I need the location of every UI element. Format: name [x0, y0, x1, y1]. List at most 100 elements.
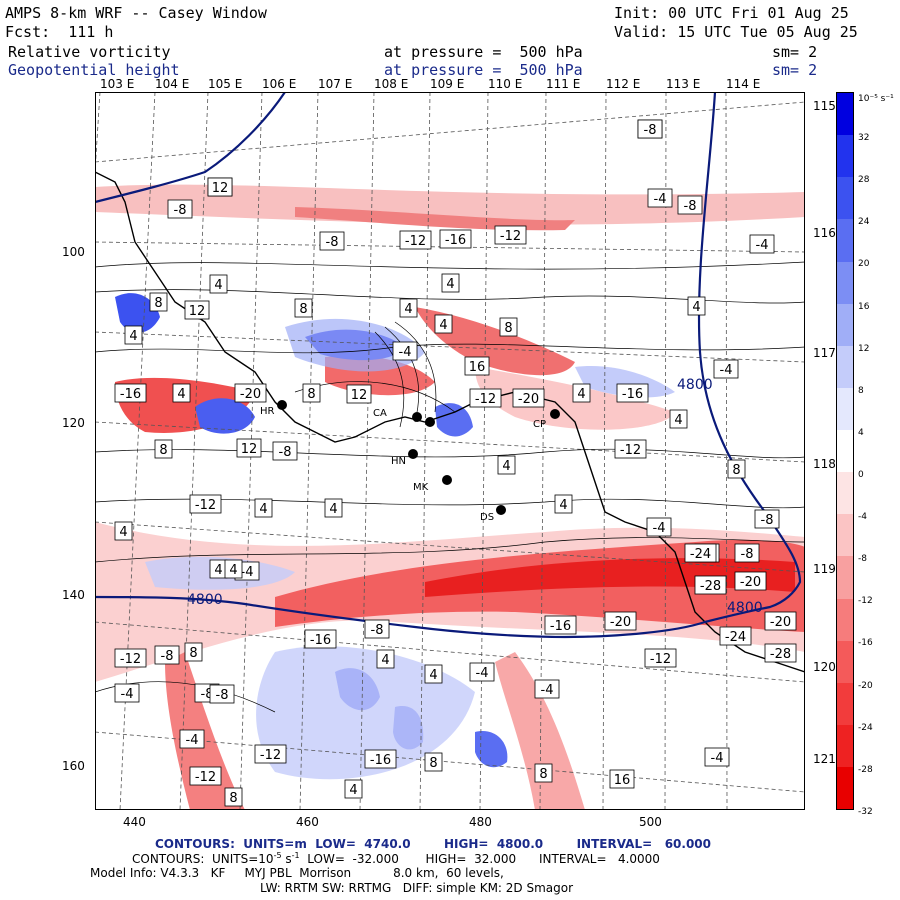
colorbar-swatch — [837, 598, 853, 641]
svg-text:-8: -8 — [741, 547, 754, 562]
contour-label: -8 — [167, 199, 193, 219]
contour2-unit-exp: -1 — [291, 851, 300, 860]
svg-text:-4: -4 — [720, 363, 733, 378]
contour-label: -16 — [304, 629, 337, 649]
contour-label: 8 — [294, 298, 313, 318]
lon-label: 106 E — [262, 77, 297, 91]
contour-label: -8 — [154, 645, 180, 665]
station-label: HR — [260, 406, 275, 417]
contour-label: 4 — [669, 409, 688, 429]
svg-text:4: 4 — [559, 498, 567, 513]
contour2-interval: INTERVAL= 4.0000 — [539, 852, 660, 866]
x-tick: 440 — [123, 815, 146, 829]
contour-label: 16 — [609, 769, 635, 789]
svg-text:-8: -8 — [371, 623, 384, 638]
contour-label: 12 — [207, 177, 233, 197]
svg-text:8: 8 — [229, 791, 237, 806]
colorbar-swatch — [837, 724, 853, 767]
svg-text:-4: -4 — [711, 751, 724, 766]
vorticity-contour-labels: -4 -4 -8 -4 -8 -8 -12 -16 -12 -4 4 4 4 8 12 8 4 4 8 4 -4 16 -4… — [114, 119, 797, 807]
svg-text:-16: -16 — [550, 619, 571, 634]
svg-text:-12: -12 — [620, 443, 641, 458]
svg-text:-16: -16 — [370, 753, 391, 768]
geopotential-height-contours — [95, 92, 802, 639]
contour-label: 12 — [184, 300, 210, 320]
contour-label: -8 — [272, 441, 298, 461]
lon-label: 104 E — [155, 77, 190, 91]
svg-text:-8: -8 — [326, 235, 339, 250]
map-title: AMPS 8-km WRF -- Casey Window — [5, 4, 267, 22]
colorbar-swatch — [837, 556, 853, 599]
colorbar-label: 0 — [858, 470, 864, 480]
contour1-info: CONTOURS: UNITS=m LOW= 4740.0 HIGH= 4800… — [155, 837, 711, 851]
colorbar-label: -4 — [858, 512, 867, 523]
svg-text:8: 8 — [732, 463, 740, 478]
contour2-exp: -5 — [273, 851, 282, 860]
colorbar-swatch — [837, 640, 853, 683]
colorbar-swatch — [837, 303, 853, 346]
svg-text:-24: -24 — [725, 630, 746, 645]
contour-label: 8 — [534, 763, 553, 783]
colorbar-swatch — [837, 682, 853, 725]
svg-text:4: 4 — [429, 668, 437, 683]
contour2-low: LOW= -32.000 — [307, 852, 399, 866]
svg-text:8: 8 — [299, 302, 307, 317]
colorbar-label: -20 — [858, 680, 873, 691]
contour-label: -24 — [719, 626, 752, 646]
svg-text:-16: -16 — [445, 233, 466, 248]
contour-label: 8 — [499, 317, 518, 337]
svg-text:-8: -8 — [761, 513, 774, 528]
contour-label: -28 — [764, 643, 797, 663]
lon-label: 105 E — [208, 77, 243, 91]
colorbar-swatch — [837, 345, 853, 388]
svg-text:-8: -8 — [279, 445, 292, 460]
svg-text:4: 4 — [674, 413, 682, 428]
contour1-interval: INTERVAL= 60.000 — [576, 837, 711, 851]
contour-label: 4 — [376, 649, 395, 669]
svg-text:-4: -4 — [653, 521, 666, 536]
contour-label: -12 — [469, 388, 502, 408]
colorbar-label: -24 — [858, 722, 873, 733]
station-labels: HR CA HN MK DS CP — [260, 406, 546, 523]
svg-text:4: 4 — [329, 502, 337, 517]
contour-label: -4 — [534, 679, 560, 699]
svg-text:4: 4 — [446, 277, 454, 292]
svg-text:-8: -8 — [644, 123, 657, 138]
contour-label: -4 — [114, 683, 140, 703]
contour-label: -24 — [684, 543, 717, 563]
contour-label: -20 — [764, 611, 797, 631]
svg-text:4: 4 — [349, 783, 357, 798]
y-tick: 160 — [62, 759, 85, 773]
contour-label: -8 — [677, 195, 703, 215]
contour-label: -12 — [189, 766, 222, 786]
height-label: 4800 — [727, 600, 763, 616]
colorbar-label: 20 — [858, 259, 870, 270]
valid-time: Valid: 15 UTC Tue 05 Aug 25 — [614, 23, 858, 41]
station-label: MK — [413, 482, 429, 493]
svg-text:4: 4 — [214, 563, 222, 578]
svg-text:-16: -16 — [622, 387, 643, 402]
contour-label: 8 — [302, 383, 321, 403]
svg-text:-12: -12 — [195, 498, 216, 513]
lon-label: 108 E — [374, 77, 409, 91]
svg-text:-4: -4 — [654, 192, 667, 207]
forecast-hour: Fcst: 111 h — [5, 23, 114, 41]
height-label: 4800 — [677, 377, 713, 393]
vorticity-map: HR CA HN MK DS CP 4800 4800 4800 -4 -4 -8 -… — [95, 92, 805, 810]
colorbar-label: -28 — [858, 764, 873, 775]
svg-text:4: 4 — [381, 653, 389, 668]
svg-text:-28: -28 — [700, 579, 721, 594]
contour2-unit: s — [285, 852, 292, 866]
contour-label: 4 — [399, 298, 418, 318]
contour-label: -4 — [646, 517, 672, 537]
svg-text:-4: -4 — [241, 565, 254, 580]
y-tick: 140 — [62, 588, 85, 602]
x-tick: 500 — [639, 815, 662, 829]
contour-label: -8 — [734, 543, 760, 563]
contour-label: -4 — [647, 188, 673, 208]
contour-label: -20 — [512, 388, 545, 408]
field1-name: Relative vorticity — [8, 43, 171, 61]
contour-label: 8 — [224, 787, 243, 807]
field2-level: at pressure = 500 hPa — [384, 61, 583, 79]
contour-label: -12 — [494, 225, 527, 245]
